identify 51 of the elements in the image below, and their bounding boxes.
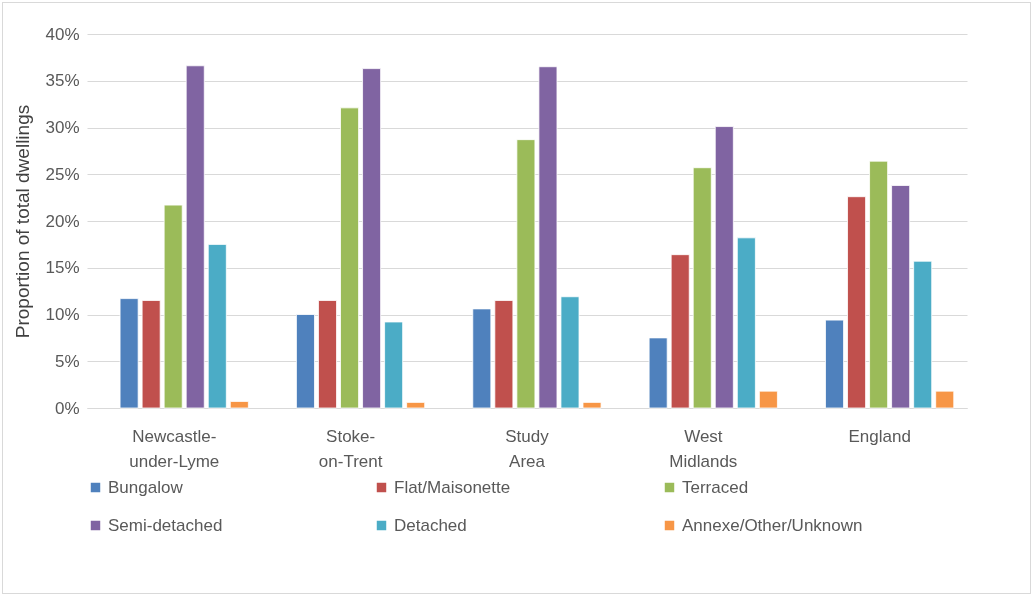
bar — [141, 300, 161, 409]
x-tick-label: Study Area — [505, 426, 550, 471]
bar — [935, 390, 955, 409]
legend-label: Bungalow — [108, 477, 184, 497]
bar — [229, 401, 249, 409]
y-tick-label: 15% — [45, 258, 80, 278]
bar — [736, 237, 756, 409]
bar — [714, 126, 734, 409]
bar — [670, 254, 690, 409]
y-axis-title: Proportion of total dwellings — [12, 104, 34, 339]
bar — [825, 319, 844, 409]
y-tick-label: 40% — [45, 24, 80, 44]
bar — [847, 196, 866, 409]
x-tick-label: England — [848, 426, 911, 446]
y-tick-label: 5% — [54, 351, 80, 371]
y-tick-label: 0% — [54, 398, 80, 418]
y-tick-label: 30% — [45, 118, 80, 137]
legend-label: Detached — [394, 515, 467, 535]
x-tick-label: Newcastle-under-Lyme — [129, 426, 220, 471]
y-tick-label: 10% — [45, 305, 80, 324]
legend-label: Semi-detached — [108, 515, 223, 535]
bar — [869, 160, 889, 409]
x-tick-label: Stoke-on-Trent — [318, 426, 383, 471]
bar — [340, 107, 359, 409]
bar — [472, 308, 492, 409]
bar — [296, 314, 315, 409]
bar — [913, 260, 933, 409]
bar — [494, 300, 514, 409]
bar — [692, 167, 712, 409]
bar — [362, 68, 382, 409]
bar — [119, 298, 139, 409]
bar — [318, 300, 337, 409]
bar — [560, 296, 580, 409]
bar — [538, 66, 558, 409]
bar — [207, 243, 227, 409]
y-tick-label: 35% — [45, 71, 80, 91]
bar — [406, 401, 426, 409]
bar — [582, 401, 602, 409]
bar — [648, 337, 668, 409]
x-tick-label: West Midlands — [669, 426, 738, 471]
bar — [516, 139, 536, 409]
bar — [185, 65, 205, 409]
bar — [384, 321, 404, 409]
y-tick-label: 20% — [45, 211, 80, 231]
bar — [758, 390, 778, 409]
bar — [163, 204, 183, 409]
legend-label: Flat/Maisonette — [394, 477, 511, 497]
y-tick-label: 25% — [45, 164, 80, 184]
bar — [891, 185, 911, 409]
legend-label: Terraced — [682, 477, 749, 497]
legend-label: Annexe/Other/Unknown — [682, 515, 863, 535]
